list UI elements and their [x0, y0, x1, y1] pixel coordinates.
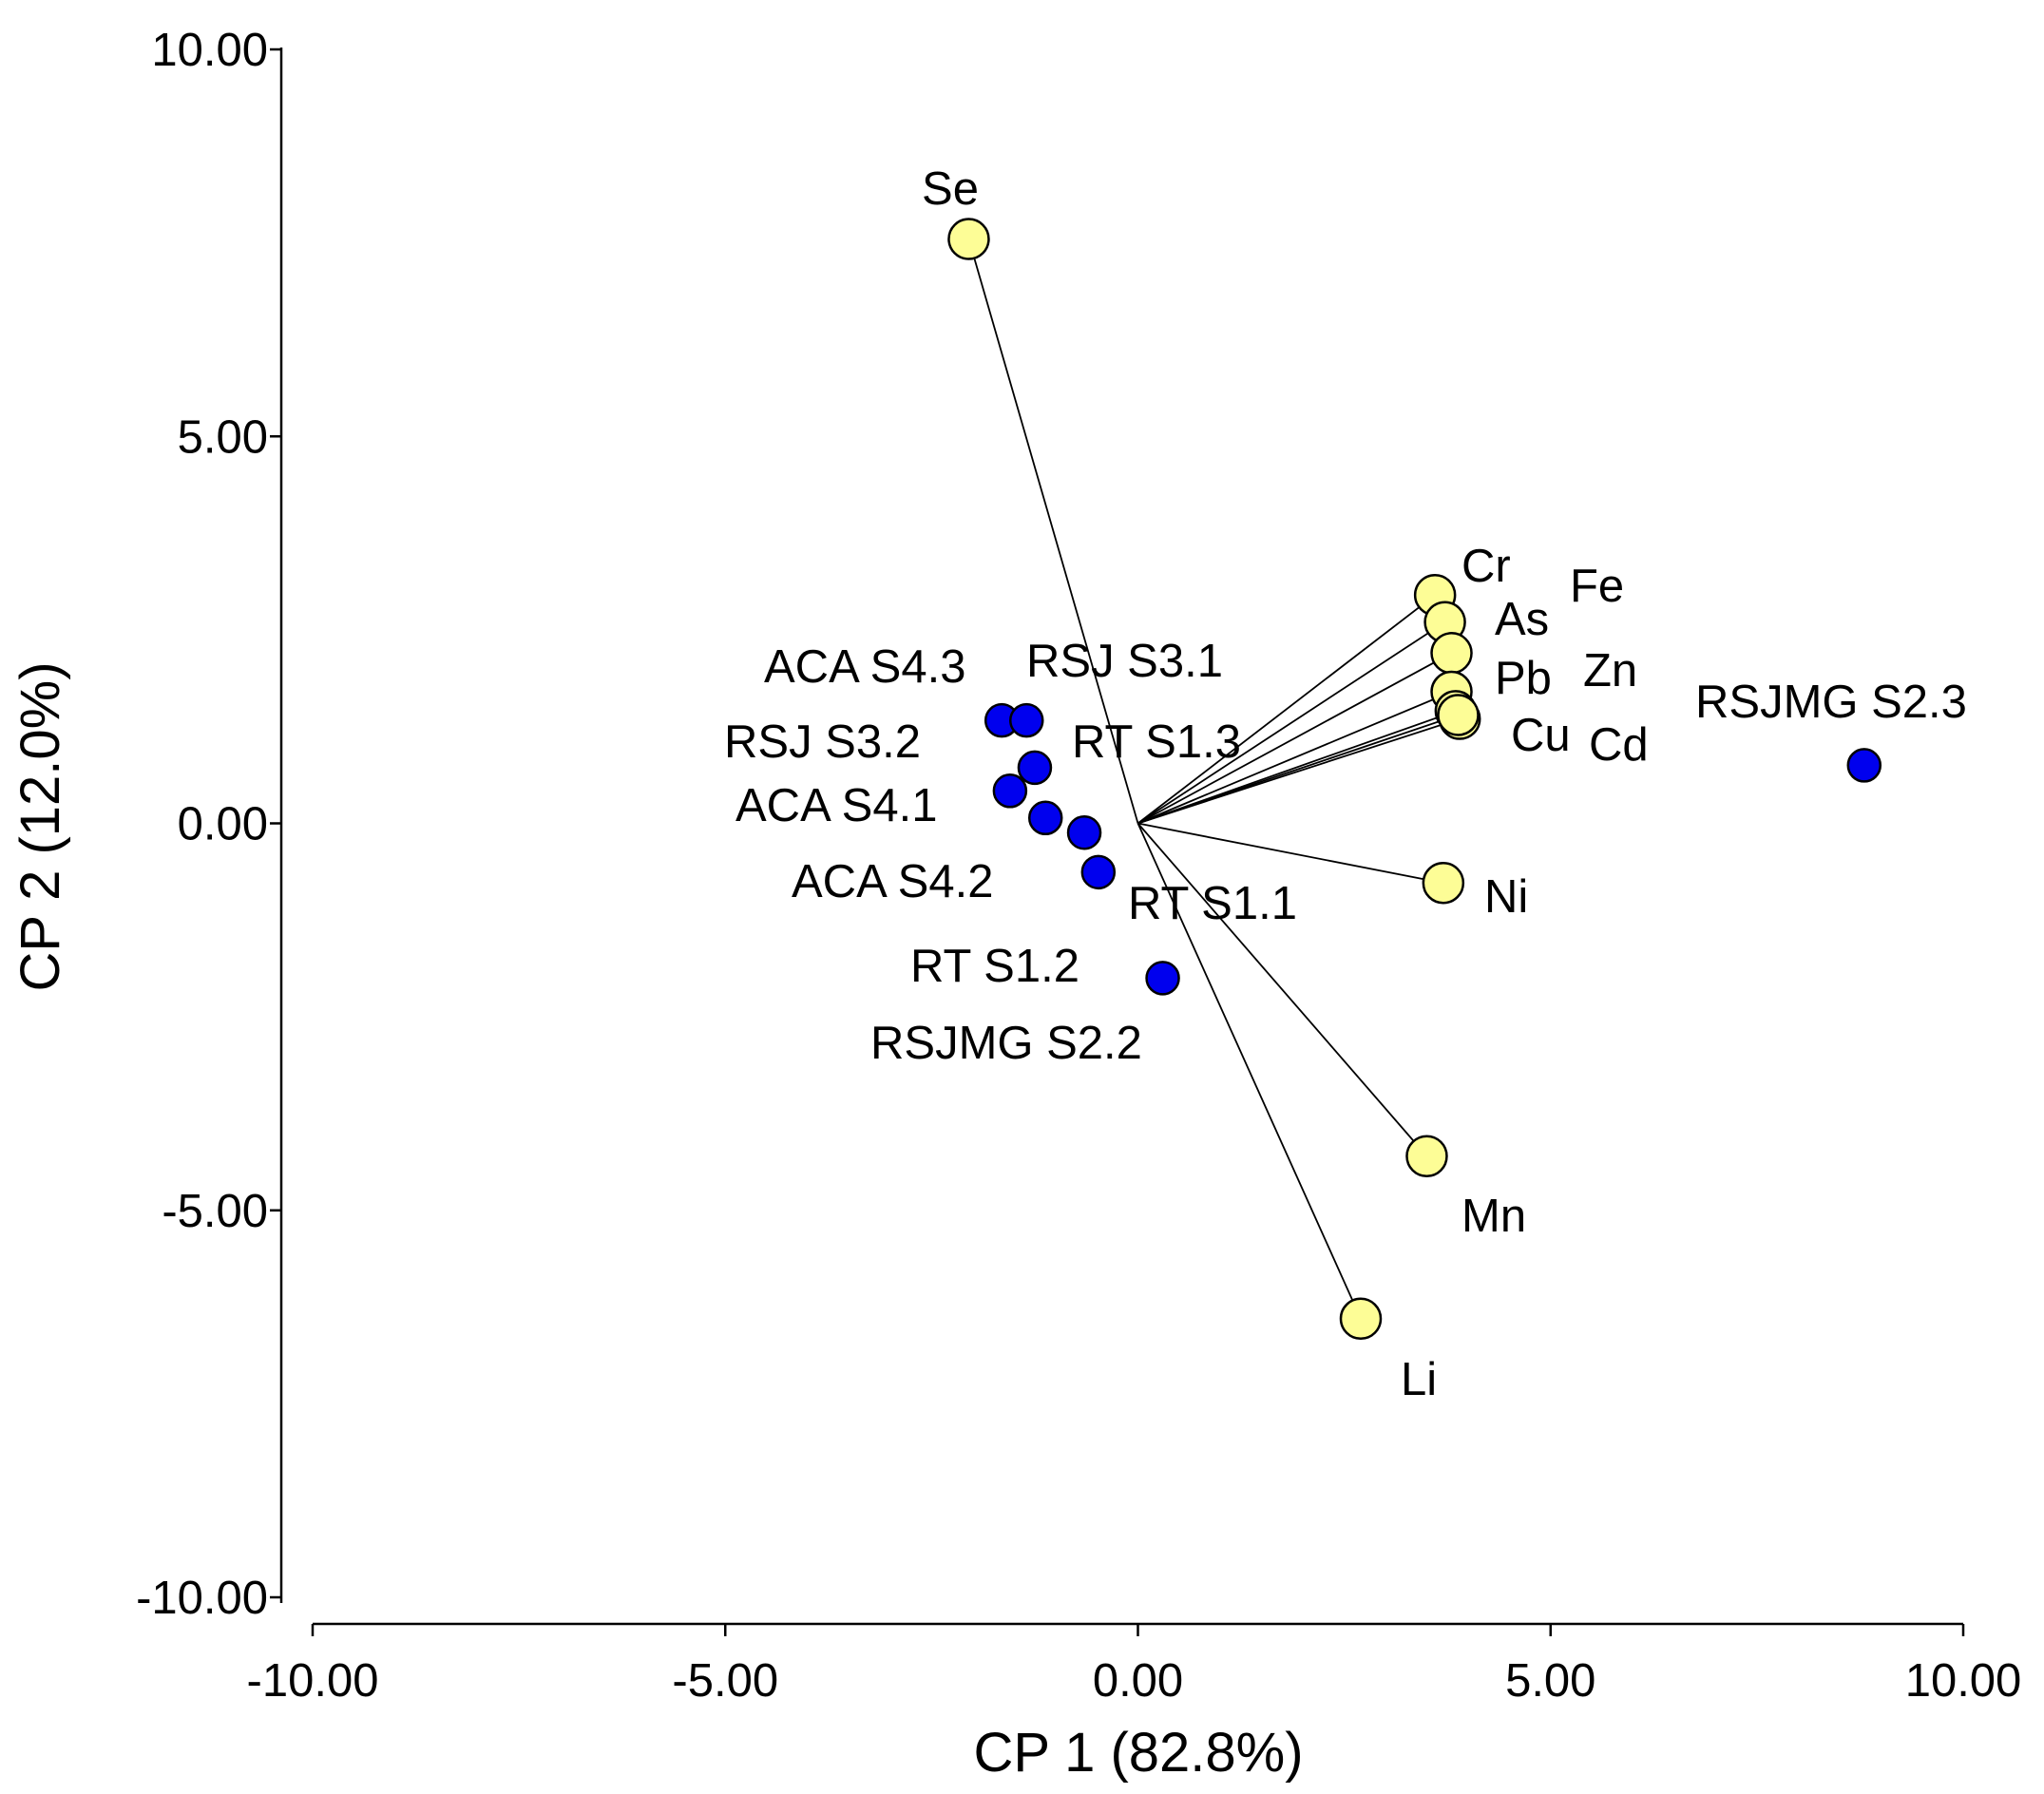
- y-tick-label: -5.00: [162, 1186, 268, 1237]
- sample-point-rt-s1-2: [1145, 961, 1180, 996]
- point-label-se: Se: [922, 163, 979, 215]
- loading-line-mn: [1137, 822, 1428, 1157]
- x-tick-label: -10.00: [247, 1655, 379, 1707]
- x-axis-title: CP 1 (82.8%): [973, 1722, 1303, 1784]
- point-label-rsj-s3-2: RSJ S3.2: [724, 716, 921, 768]
- variable-points: [947, 218, 1481, 1341]
- sample-point-aca-s4-2: [1066, 815, 1102, 850]
- point-label-zn: Zn: [1583, 645, 1637, 697]
- variable-point-ni: [1422, 861, 1465, 905]
- point-label-cd: Cd: [1589, 719, 1649, 771]
- variable-point-se: [947, 218, 990, 260]
- variable-point-as: [1430, 632, 1473, 675]
- variable-point-mn: [1405, 1135, 1448, 1177]
- variable-point-li: [1339, 1297, 1383, 1341]
- sample-point-aca-s4-1: [1027, 800, 1063, 836]
- loading-lines: [967, 239, 1461, 1320]
- point-label-aca-s4-1: ACA S4.1: [735, 780, 937, 831]
- x-tick-label: -5.00: [672, 1655, 778, 1707]
- sample-point-rt-s1-1: [1080, 854, 1117, 890]
- point-label-rsjmg-s2-2: RSJMG S2.2: [870, 1018, 1142, 1069]
- sample-point-rt-s1-3: [992, 773, 1028, 809]
- loading-line-cr: [1137, 594, 1436, 825]
- y-axis-title: CP 2 (12.0%): [10, 661, 71, 991]
- sample-point-rsj-s3-2: [1017, 750, 1053, 786]
- sample-point-rsjmg-s2-3: [1846, 748, 1882, 783]
- point-label-aca-s4-2: ACA S4.2: [792, 856, 993, 907]
- sample-point-rsj-s3-1: [1009, 702, 1044, 738]
- point-label-rt-s1-1: RT S1.1: [1128, 878, 1297, 929]
- x-ticks: -10.00 -5.00 0.00 5.00 10.00: [247, 1624, 2022, 1707]
- point-labels: Se Cr Fe As Zn Pb Cd Cu Ni Mn Li ACA S4.3 RSJ S3.1 RS…: [724, 163, 1967, 1405]
- point-label-li: Li: [1401, 1354, 1437, 1405]
- y-ticks: -10.00 -5.00 0.00 5.00 10.00: [136, 25, 281, 1624]
- y-tick-label: 5.00: [178, 411, 268, 463]
- point-label-rt-s1-2: RT S1.2: [910, 941, 1079, 992]
- loading-line-li: [1137, 823, 1362, 1320]
- sample-points: [984, 702, 1882, 996]
- point-label-cu: Cu: [1511, 710, 1571, 761]
- loading-line-zn: [1137, 691, 1452, 825]
- y-tick-label: 10.00: [151, 25, 268, 76]
- point-label-cr: Cr: [1461, 541, 1511, 592]
- point-label-aca-s4-3: ACA S4.3: [764, 641, 965, 693]
- point-label-rt-s1-3: RT S1.3: [1072, 716, 1241, 768]
- point-label-mn: Mn: [1461, 1191, 1526, 1242]
- point-label-rsj-s3-1: RSJ S3.1: [1026, 636, 1223, 687]
- variable-point-cu: [1437, 694, 1480, 736]
- loading-line-ni: [1137, 822, 1444, 885]
- y-tick-label: -10.00: [136, 1573, 268, 1624]
- loading-line-cu: [1137, 714, 1459, 825]
- x-tick-label: 0.00: [1093, 1655, 1183, 1707]
- point-label-rsjmg-s2-3: RSJMG S2.3: [1695, 677, 1967, 728]
- point-label-pb: Pb: [1495, 653, 1552, 704]
- point-label-as: As: [1495, 594, 1549, 645]
- x-tick-label: 5.00: [1505, 1655, 1595, 1707]
- point-label-fe: Fe: [1570, 561, 1624, 612]
- axes: [279, 48, 1963, 1626]
- loading-line-se: [967, 239, 1139, 824]
- y-tick-label: 0.00: [178, 799, 268, 850]
- loading-line-fe: [1137, 620, 1446, 825]
- x-tick-label: 10.00: [1905, 1655, 2022, 1707]
- point-label-ni: Ni: [1484, 871, 1528, 923]
- loading-line-as: [1137, 652, 1452, 825]
